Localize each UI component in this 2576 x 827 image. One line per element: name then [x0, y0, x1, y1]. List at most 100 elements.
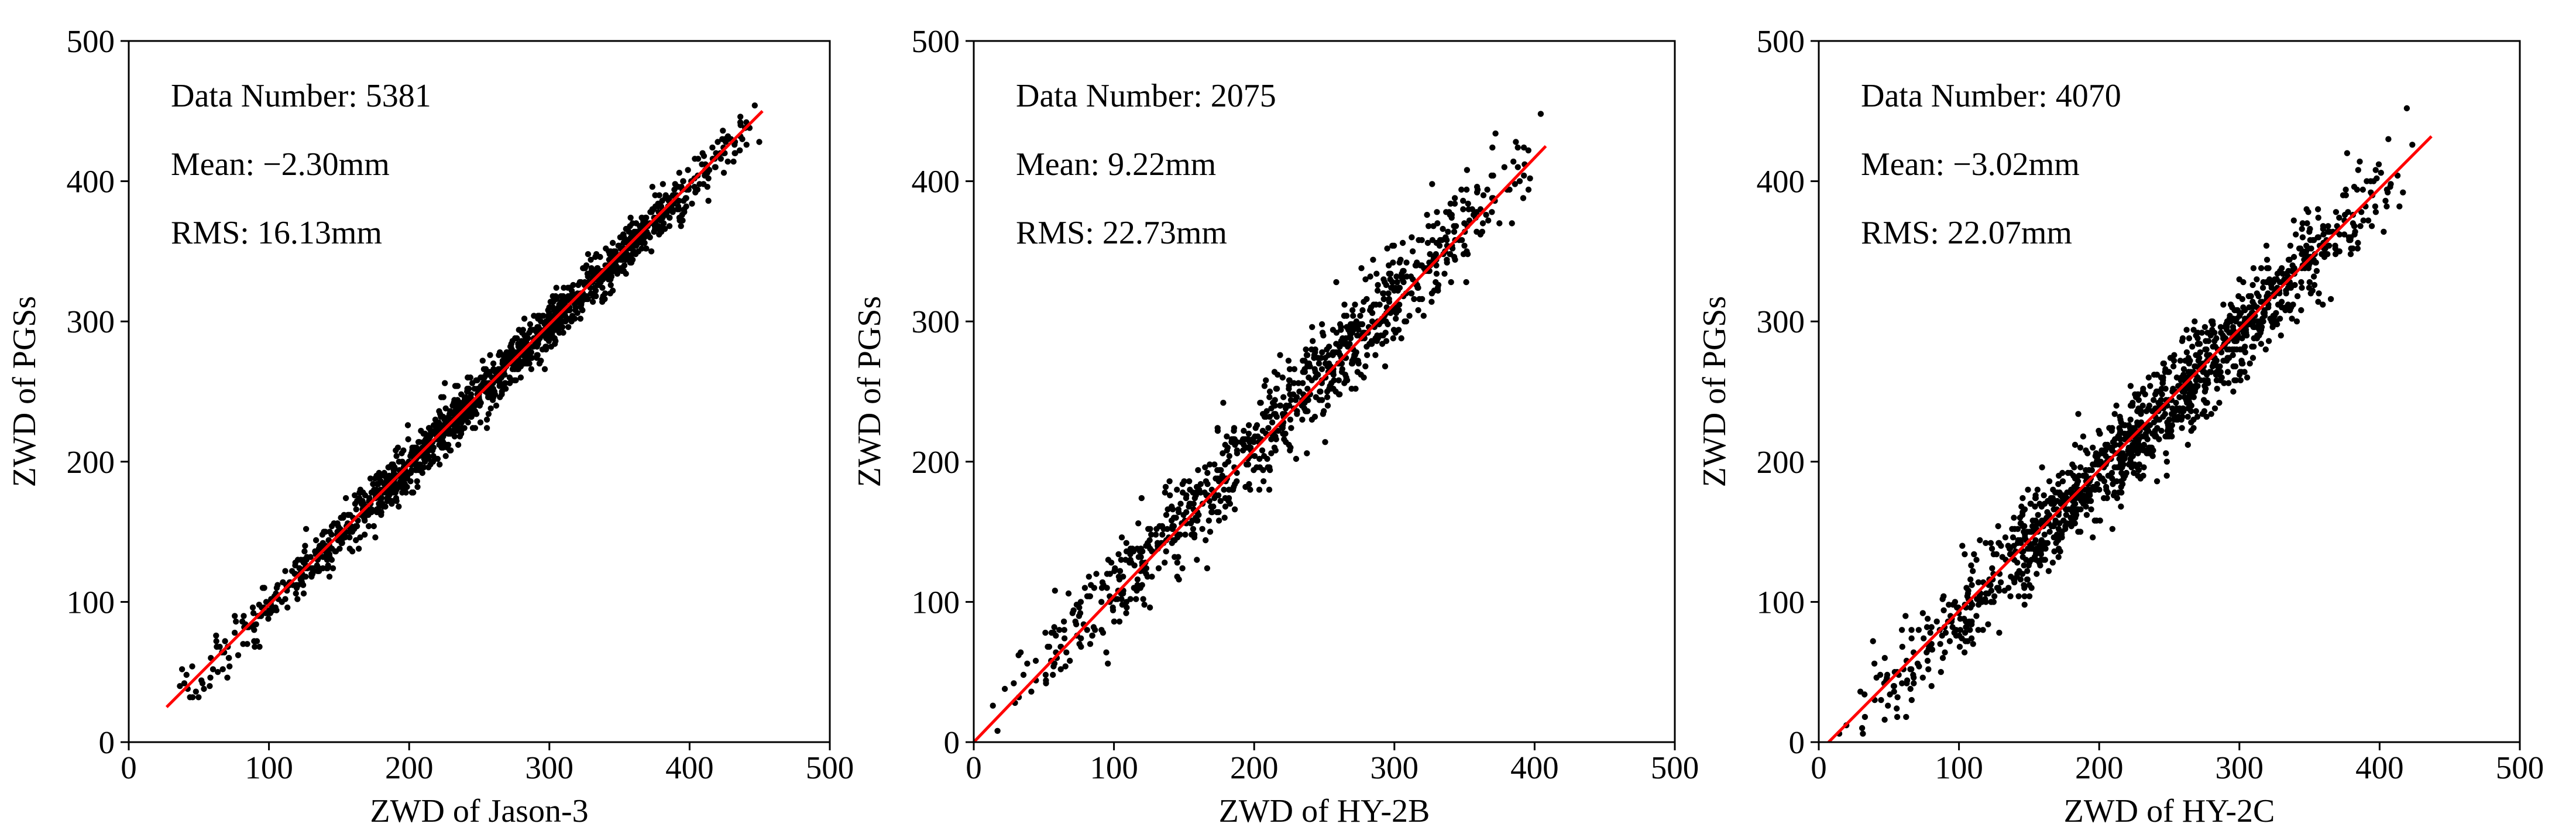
scatter-point [1155, 565, 1162, 572]
scatter-point [455, 441, 462, 448]
scatter-point [1424, 239, 1431, 246]
scatter-point [509, 338, 516, 344]
scatter-point [1333, 279, 1339, 286]
scatter-point [2022, 531, 2028, 538]
scatter-point [2249, 344, 2255, 350]
scatter-point [2194, 374, 2201, 381]
scatter-point [1234, 450, 1241, 457]
scatter-point [1964, 593, 1971, 599]
scatter-point [224, 674, 231, 681]
scatter-point [658, 203, 665, 210]
scatter-point [1451, 200, 1458, 207]
scatter-point [1461, 220, 1468, 227]
scatter-point [2065, 469, 2071, 476]
scatter-point [2185, 405, 2192, 411]
scatter-point [1990, 599, 1997, 605]
scatter-point [1061, 627, 1067, 633]
scatter-point [1272, 433, 1279, 440]
scatter-point [2372, 209, 2379, 215]
scatter-point [521, 338, 528, 344]
scatter-point [1086, 574, 1093, 580]
scatter-point [2221, 380, 2227, 386]
scatter-point [990, 702, 996, 709]
x-tick-label: 300 [525, 750, 574, 785]
scatter-point [737, 147, 743, 154]
scatter-point [720, 170, 727, 176]
scatter-point [1451, 223, 1457, 229]
y-tick-label: 500 [1757, 23, 1805, 59]
scatter-point [597, 253, 603, 260]
scatter-point [1860, 730, 1866, 737]
scatter-point [1363, 296, 1370, 303]
scatter-point [1939, 655, 1946, 661]
scatter-point [2077, 444, 2084, 451]
scatter-point [1220, 450, 1226, 457]
scatter-point [1537, 111, 1544, 117]
scatter-point [695, 156, 702, 162]
scatter-point [1174, 574, 1180, 580]
scatter-point [451, 433, 458, 440]
scatter-point [593, 293, 599, 300]
scatter-point [316, 568, 322, 574]
scatter-point [2021, 602, 2028, 608]
scatter-point [2403, 105, 2410, 112]
scatter-point [443, 441, 449, 448]
scatter-point [1350, 313, 1356, 319]
mean-label: Mean: 9.22mm [1016, 146, 1216, 183]
scatter-point [2347, 237, 2354, 243]
scatter-point [1463, 279, 1469, 286]
scatter-point [549, 324, 557, 330]
scatter-point [2121, 430, 2128, 437]
scatter-point [1386, 296, 1392, 303]
scatter-point [1169, 506, 1176, 513]
scatter-point [1134, 576, 1141, 583]
scatter-point [1464, 186, 1470, 193]
scatter-point [2145, 374, 2152, 381]
scatter-point [1367, 273, 1373, 280]
scatter-point [389, 497, 395, 505]
scatter-point [1156, 523, 1163, 530]
scatter-point [2028, 529, 2035, 535]
scatter-point [469, 425, 476, 431]
mean-label: Mean: −2.30mm [171, 146, 390, 183]
scatter-point [1410, 276, 1416, 283]
scatter-point [477, 419, 484, 425]
scatter-point [487, 352, 493, 358]
scatter-point [1911, 680, 1917, 687]
scatter-point [2230, 388, 2237, 395]
rms-label: RMS: 22.73mm [1016, 215, 1227, 251]
x-tick-label: 200 [1230, 750, 1279, 785]
scatter-point [1898, 627, 1905, 633]
scatter-point [213, 638, 219, 644]
scatter-point [743, 142, 750, 148]
scatter-point [1179, 481, 1186, 488]
scatter-point [579, 307, 586, 314]
scatter-point [1339, 366, 1345, 372]
scatter-point [2299, 220, 2306, 227]
scatter-point [2299, 234, 2306, 241]
scatter-point [2127, 455, 2134, 462]
scatter-point [1127, 557, 1134, 563]
scatter-point [1362, 363, 1369, 370]
scatter-point [1152, 531, 1159, 538]
scatter-point [541, 366, 548, 372]
scatter-point [516, 327, 522, 333]
scatter-point [709, 144, 716, 151]
scatter-point [2006, 545, 2013, 552]
scatter-point [1361, 374, 1367, 381]
scatter-point [1135, 520, 1142, 527]
scatter-point [1977, 596, 1983, 602]
scatter-point [2075, 411, 2082, 417]
scatter-point [1155, 540, 1161, 546]
scatter-point [2159, 380, 2166, 386]
scatter-point [1509, 220, 1515, 227]
scatter-point [493, 402, 500, 409]
scatter-point [1448, 211, 1455, 218]
scatter-point [1115, 551, 1122, 558]
scatter-point [1366, 341, 1373, 347]
scatter-point [1919, 674, 1926, 681]
scatter-point [1273, 386, 1280, 392]
scatter-point [1211, 461, 1218, 468]
scatter-point [676, 214, 683, 221]
